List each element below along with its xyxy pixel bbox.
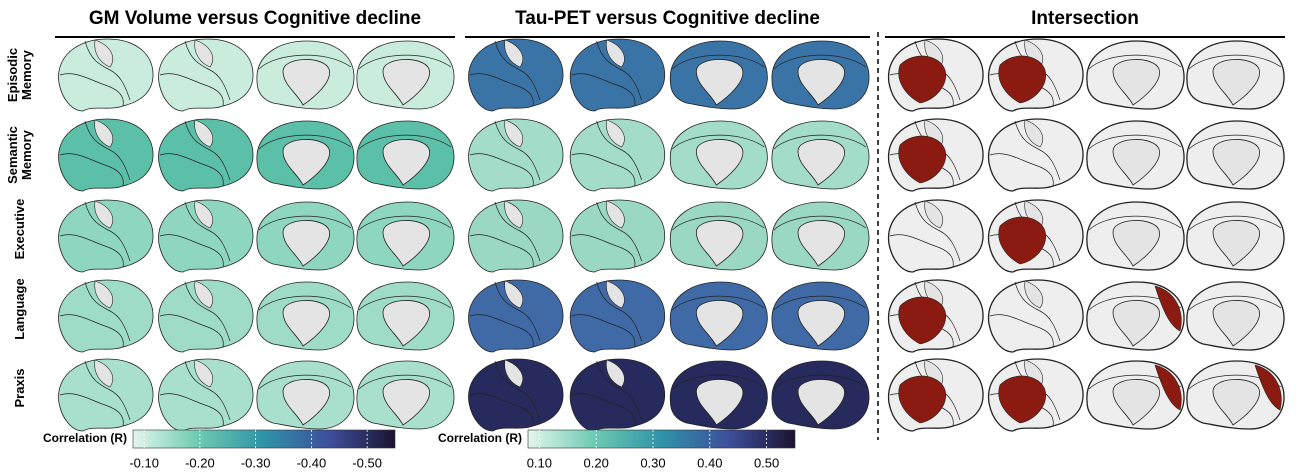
colorbar [528,430,795,448]
colorbar-label: Correlation (R) [43,431,127,445]
brain-view [357,361,454,429]
figure: GM Volume versus Cognitive decline Tau-PE… [0,0,1296,476]
brain-view [159,200,254,272]
brain-view [772,202,869,270]
panel-title: Intersection [1031,8,1139,29]
brain-view [1087,202,1184,270]
brain-view [469,119,564,191]
brain-view [159,359,254,431]
brain-view [889,280,984,352]
panel-title: Tau-PET versus Cognitive decline [515,8,820,29]
brain-view [570,280,665,352]
brain-view [670,282,767,350]
brain-view [469,359,564,431]
colorbar-tick-label: -0.40 [297,455,327,470]
colorbar-label: Correlation (R) [438,431,522,445]
brain-view [1187,361,1284,429]
colorbar [133,430,395,448]
brain-view [989,39,1084,111]
brain-view [159,119,254,191]
brain-view [1087,41,1184,109]
brain-view [257,202,354,270]
panel-title: GM Volume versus Cognitive decline [89,8,421,29]
brain-view [670,202,767,270]
colorbar-tick-label: 0.30 [640,455,665,470]
brain-view [1187,202,1284,270]
brain-view [772,121,869,189]
colorbar-tick-label: 0.20 [584,455,609,470]
brain-view [469,39,564,111]
colorbar-tick-label: 0.50 [754,455,779,470]
brain-view [570,39,665,111]
colorbar-tick-label: 0.10 [527,455,552,470]
brain-view [989,280,1084,352]
brain-view [257,121,354,189]
colorbar-tick-label: -0.30 [241,455,271,470]
brain-view [469,280,564,352]
row-label: Semantic Memory [6,115,34,195]
brain-view [357,282,454,350]
brain-view [989,359,1084,431]
row-label: Praxis [13,348,27,428]
brain-view [889,200,984,272]
brain-view [257,282,354,350]
brain-view [59,280,154,352]
colorbar-tick-label: -0.20 [185,455,215,470]
brain-view [59,119,154,191]
brain-view [989,119,1084,191]
brain-view [772,361,869,429]
brain-view [1087,121,1184,189]
brain-view [889,119,984,191]
row-label: Executive [13,189,27,269]
brain-view [670,361,767,429]
colorbar-tick-label: -0.50 [352,455,382,470]
row-label: Episodic Memory [6,35,34,115]
brain-view [1187,41,1284,109]
brain-view [670,121,767,189]
brain-view [59,200,154,272]
brain-view [1187,282,1284,350]
brain-view [772,41,869,109]
brain-view [1187,121,1284,189]
brain-view [469,200,564,272]
brain-view [257,41,354,109]
brain-view [59,39,154,111]
brain-view [357,121,454,189]
brain-view [357,41,454,109]
row-label: Language [13,269,27,349]
brain-view [570,119,665,191]
brain-view [772,282,869,350]
brain-view [570,359,665,431]
colorbar-tick-label: 0.40 [697,455,722,470]
brain-view [889,39,984,111]
brain-view [889,359,984,431]
brain-view [989,200,1084,272]
brain-view [59,359,154,431]
brain-view [159,280,254,352]
brain-view [257,361,354,429]
page: GM Volume versus Cognitive decline Tau-PE… [0,0,1296,476]
brain-view [1087,361,1184,429]
brain-view [1087,282,1184,350]
brain-view [670,41,767,109]
brain-view [570,200,665,272]
brain-view [159,39,254,111]
brain-view [357,202,454,270]
colorbar-tick-label: -0.10 [129,455,159,470]
